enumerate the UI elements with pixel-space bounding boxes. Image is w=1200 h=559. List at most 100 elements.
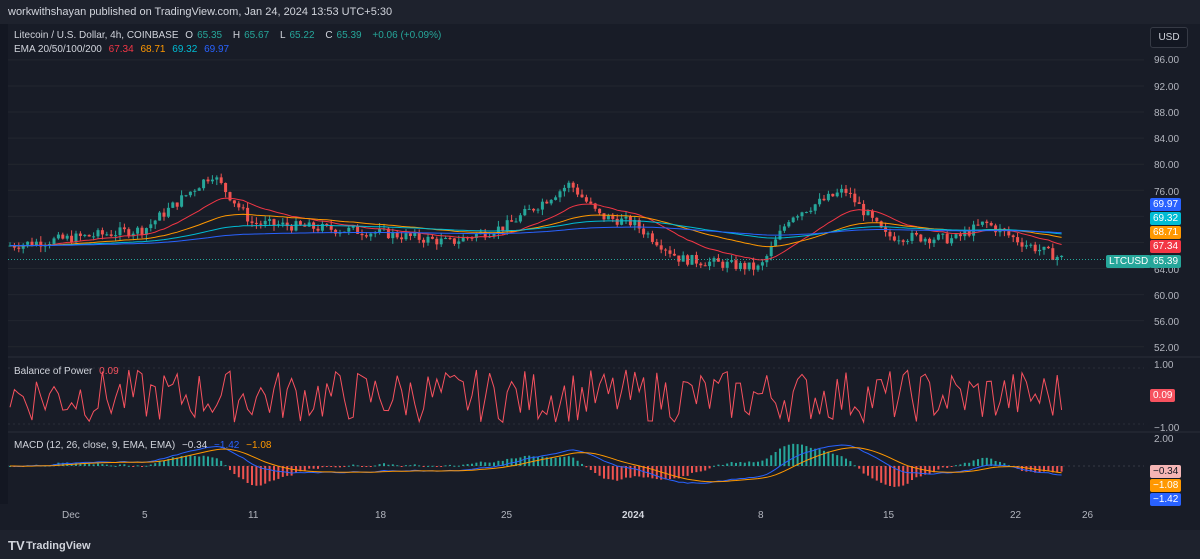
candle-body xyxy=(158,212,162,221)
candle-body xyxy=(1024,245,1028,247)
candle-body xyxy=(12,245,16,248)
candle-body xyxy=(316,228,320,231)
macd-histogram-bar xyxy=(70,463,73,466)
time-tick: 2024 xyxy=(622,510,645,521)
macd-signal-value: −1.08 xyxy=(246,440,272,451)
candle-body xyxy=(857,202,861,204)
macd-histogram-bar xyxy=(774,451,777,466)
ohlc-change: +0.06 (+0.09%) xyxy=(372,30,442,41)
candle-body xyxy=(664,249,668,251)
candle-body xyxy=(417,232,421,240)
candle-body xyxy=(448,238,452,240)
time-tick: Dec xyxy=(62,510,80,521)
macd-histogram-bar xyxy=(92,464,95,466)
candle-body xyxy=(1038,249,1042,252)
candle-body xyxy=(756,265,760,270)
macd-histogram-bar xyxy=(510,458,513,466)
candle-body xyxy=(615,218,619,225)
macd-value: −1.42 xyxy=(214,440,240,451)
time-axis[interactable] xyxy=(0,504,1200,530)
publisher-bar: workwithshayan published on TradingView.… xyxy=(0,0,1200,24)
macd-histogram-bar xyxy=(105,464,108,466)
macd-histogram-bar xyxy=(259,466,262,486)
macd-histogram-bar xyxy=(83,463,86,466)
macd-histogram-bar xyxy=(207,456,209,466)
candle-body xyxy=(109,234,113,237)
ema200-value: 69.97 xyxy=(204,44,230,55)
macd-histogram-bar xyxy=(977,459,979,466)
macd-histogram-bar xyxy=(801,444,803,466)
macd-histogram-bar xyxy=(695,466,698,473)
macd-histogram-bar xyxy=(1051,466,1054,473)
candle-body xyxy=(554,197,558,200)
candle-body xyxy=(870,210,874,218)
macd-histogram-bar xyxy=(673,466,676,479)
macd-histogram-bar xyxy=(466,464,469,466)
candle-body xyxy=(202,179,206,189)
candle-body xyxy=(703,265,707,267)
candle-body xyxy=(237,203,241,208)
candle-body xyxy=(452,238,456,244)
macd-histogram-bar xyxy=(633,466,636,477)
candle-body xyxy=(914,232,918,235)
candle-body xyxy=(738,263,742,269)
candle-body xyxy=(78,233,82,236)
macd-histogram-bar xyxy=(317,466,319,469)
macd-histogram-bar xyxy=(955,465,957,467)
symbol-title[interactable]: Litecoin / U.S. Dollar, 4h, COINBASE xyxy=(14,30,179,41)
macd-histogram-bar xyxy=(462,464,465,466)
candle-body xyxy=(941,233,945,235)
candle-body xyxy=(945,233,949,244)
candle-body xyxy=(620,218,624,225)
macd-histogram-bar xyxy=(968,462,971,466)
ema-legend[interactable]: EMA 20/50/100/200 67.34 68.71 69.32 69.9… xyxy=(14,44,233,55)
bop-label: Balance of Power xyxy=(14,366,93,377)
candle-body xyxy=(351,226,355,228)
candle-body xyxy=(17,247,21,249)
tradingview-name[interactable]: TradingView xyxy=(26,540,91,552)
macd-histogram-bar xyxy=(550,457,553,466)
candle-body xyxy=(650,233,654,242)
candle-body xyxy=(369,233,373,237)
macd-histogram-bar xyxy=(528,455,531,466)
macd-histogram-bar xyxy=(431,465,434,467)
ohlc-open: O 65.35 xyxy=(185,30,223,41)
macd-histogram-bar xyxy=(576,460,579,466)
candle-body xyxy=(818,198,822,205)
macd-histogram-bar xyxy=(215,458,218,466)
macd-histogram-bar xyxy=(97,463,99,466)
macd-histogram-bar xyxy=(541,456,544,466)
macd-histogram-bar xyxy=(330,466,333,467)
candle-body xyxy=(804,211,808,213)
ohlc-close: C 65.39 xyxy=(325,30,362,41)
macd-histogram-bar xyxy=(708,466,711,469)
macd-legend[interactable]: MACD (12, 26, close, 9, EMA, EMA) −0.34 … xyxy=(14,440,275,451)
macd-signal-tag: −1.08 xyxy=(1150,479,1182,492)
macd-histogram-bar xyxy=(748,461,751,466)
macd-histogram-bar xyxy=(233,466,236,474)
macd-histogram-bar xyxy=(537,457,539,466)
macd-histogram-bar xyxy=(1047,466,1050,471)
macd-histogram-bar xyxy=(893,466,896,487)
macd-histogram-bar xyxy=(682,466,685,477)
candle-body xyxy=(576,187,580,195)
candle-body xyxy=(131,233,135,237)
macd-histogram-bar xyxy=(691,466,693,473)
price-tick: 76.00 xyxy=(1154,187,1180,198)
macd-histogram-bar xyxy=(422,466,425,467)
macd-histogram-bar xyxy=(264,466,267,484)
macd-histogram-bar xyxy=(224,465,227,467)
macd-histogram-bar xyxy=(475,462,478,466)
candle-body xyxy=(923,238,927,242)
macd-histogram-bar xyxy=(396,465,399,467)
candle-body xyxy=(483,231,487,238)
candle-body xyxy=(501,226,505,231)
bop-legend[interactable]: Balance of Power 0.09 xyxy=(14,366,123,377)
candle-body xyxy=(866,210,870,216)
ema200-line xyxy=(10,226,1062,247)
candle-body xyxy=(250,221,254,223)
candle-body xyxy=(677,255,681,262)
time-tick: 8 xyxy=(758,510,764,521)
macd-histogram-bar xyxy=(545,457,548,466)
currency-button[interactable]: USD xyxy=(1150,27,1188,48)
